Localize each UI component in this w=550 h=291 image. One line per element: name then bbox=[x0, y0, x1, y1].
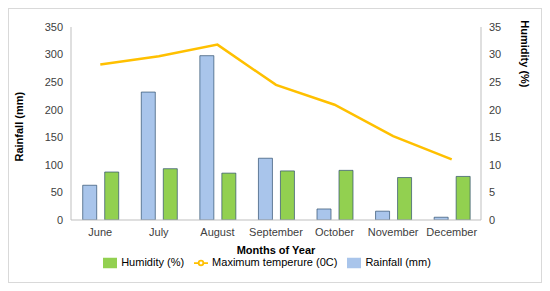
svg-text:10: 10 bbox=[489, 159, 501, 171]
svg-text:100: 100 bbox=[45, 159, 63, 171]
svg-text:20: 20 bbox=[489, 104, 501, 116]
svg-text:35: 35 bbox=[489, 21, 501, 33]
html-text:Rainfall (mm): Rainfall (mm) bbox=[365, 256, 431, 268]
svg-text:June: June bbox=[88, 226, 112, 238]
svg-text:0: 0 bbox=[489, 214, 495, 226]
html-text:Humidity (%): Humidity (%) bbox=[121, 256, 185, 268]
svg-text:300: 300 bbox=[45, 48, 63, 60]
svg-text:July: July bbox=[149, 226, 169, 238]
svg-text:October: October bbox=[315, 226, 354, 238]
svg-text:5: 5 bbox=[489, 186, 495, 198]
svg-text:Humidity (%): Humidity (%) bbox=[519, 20, 531, 88]
svg-text:September: September bbox=[249, 226, 303, 238]
svg-text:150: 150 bbox=[45, 131, 63, 143]
svg-text:25: 25 bbox=[489, 76, 501, 88]
svg-text:December: December bbox=[426, 226, 477, 238]
svg-text:Months of Year: Months of Year bbox=[237, 244, 316, 256]
svg-text:0: 0 bbox=[57, 214, 63, 226]
svg-text:15: 15 bbox=[489, 131, 501, 143]
svg-text:50: 50 bbox=[51, 186, 63, 198]
svg-text:200: 200 bbox=[45, 104, 63, 116]
svg-text:350: 350 bbox=[45, 21, 63, 33]
html-text:Maximum temperure (0C): Maximum temperure (0C) bbox=[212, 256, 338, 268]
svg-text:November: November bbox=[368, 226, 419, 238]
svg-text:250: 250 bbox=[45, 76, 63, 88]
svg-text:Rainfall (mm): Rainfall (mm) bbox=[13, 91, 25, 161]
svg-text:August: August bbox=[200, 226, 234, 238]
svg-text:30: 30 bbox=[489, 48, 501, 60]
